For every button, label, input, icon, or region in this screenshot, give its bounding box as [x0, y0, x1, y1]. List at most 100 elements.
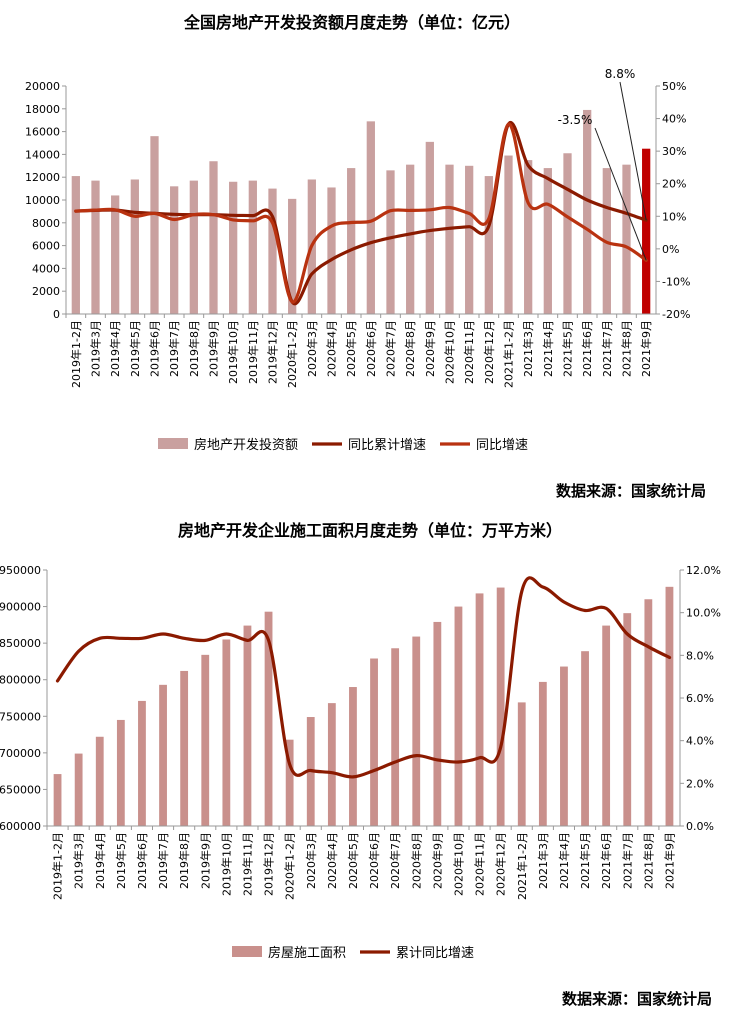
x-tick-label: 2019年4月 — [108, 320, 122, 377]
bar — [288, 198, 297, 314]
bar — [71, 176, 80, 314]
left-tick-label: 2000 — [32, 285, 60, 298]
x-tick-label: 2020年9月 — [423, 320, 437, 377]
bar — [53, 774, 62, 826]
x-tick-label: 2020年9月 — [430, 832, 444, 889]
right-tick-label: 10.0% — [686, 607, 721, 620]
bar — [130, 179, 139, 314]
legend-swatch-bar — [232, 946, 262, 957]
bar — [517, 702, 526, 826]
left-tick-label: 12000 — [25, 171, 60, 184]
x-tick-label: 2021年8月 — [620, 320, 634, 377]
x-tick-label: 2021年5月 — [578, 832, 592, 889]
x-tick-label: 2019年9月 — [198, 832, 212, 889]
x-tick-label: 2019年11月 — [246, 320, 260, 384]
bar — [285, 739, 294, 826]
x-tick-label: 2019年1-2月 — [51, 832, 65, 900]
left-tick-label: 6000 — [32, 240, 60, 253]
x-tick-label: 2021年8月 — [641, 832, 655, 889]
x-tick-label: 2020年8月 — [409, 832, 423, 889]
bar — [170, 186, 179, 314]
bar — [180, 670, 189, 826]
right-tick-label: -10% — [662, 275, 690, 288]
left-tick-label: 18000 — [25, 103, 60, 116]
bar — [433, 621, 442, 826]
left-tick-label: 800000 — [0, 674, 41, 687]
bar — [222, 639, 231, 826]
left-tick-label: 850000 — [0, 637, 41, 650]
x-tick-label: 2019年3月 — [89, 320, 103, 377]
bar — [268, 188, 277, 314]
left-tick-label: 0 — [53, 308, 60, 321]
bar — [386, 170, 395, 314]
x-tick-label: 2019年11月 — [240, 832, 254, 896]
x-tick-label: 2019年8月 — [187, 320, 201, 377]
right-tick-label: 8.0% — [686, 649, 714, 662]
left-tick-label: 14000 — [25, 148, 60, 161]
x-tick-label: 2020年1-2月 — [283, 832, 297, 900]
bar — [642, 148, 651, 314]
bar — [665, 586, 674, 826]
bar — [425, 141, 434, 314]
bar — [327, 703, 336, 826]
x-tick-label: 2021年1-2月 — [515, 832, 529, 900]
bar — [622, 164, 631, 314]
x-tick-label: 2021年6月 — [580, 320, 594, 377]
chart2-source: 数据来源：国家统计局 — [562, 990, 713, 1008]
bar — [248, 180, 257, 314]
x-tick-label: 2020年10月 — [443, 320, 457, 384]
right-tick-label: 30% — [662, 145, 686, 158]
x-tick-label: 2020年6月 — [364, 320, 378, 377]
annotation-leader — [619, 81, 647, 221]
right-tick-label: 0% — [662, 243, 679, 256]
x-tick-label: 2020年12月 — [494, 832, 508, 896]
bar — [538, 681, 547, 826]
construction-area-chart: 房地产开发企业施工面积月度走势（单位：万平方米） 600000 650000 700… — [0, 521, 721, 961]
series-line — [74, 120, 648, 306]
right-tick-label: 4.0% — [686, 735, 714, 748]
x-tick-label: 2019年12月 — [262, 832, 276, 896]
bar — [264, 611, 273, 826]
legend-label: 房屋施工面积 — [268, 945, 346, 961]
right-tick-label: -20% — [662, 308, 690, 321]
x-tick-label: 2019年6月 — [135, 832, 149, 889]
x-tick-label: 2021年4月 — [541, 320, 555, 377]
x-tick-label: 2020年1-2月 — [285, 320, 299, 388]
bar — [496, 587, 505, 826]
bar — [150, 136, 159, 314]
bar — [243, 625, 252, 826]
series-line — [55, 576, 672, 779]
right-tick-label: 0.0% — [686, 820, 714, 833]
bar — [347, 168, 356, 314]
bar — [111, 195, 120, 314]
right-tick-label: 10% — [662, 210, 686, 223]
x-tick-label: 2020年3月 — [305, 320, 319, 377]
bar — [74, 753, 83, 826]
bar — [445, 164, 454, 314]
x-tick-label: 2020年8月 — [403, 320, 417, 377]
bar — [349, 687, 357, 826]
bar — [560, 666, 568, 826]
x-tick-label: 2021年1-2月 — [502, 320, 516, 388]
bar — [95, 736, 104, 826]
right-tick-label: 50% — [662, 80, 686, 93]
chart1-title: 全国房地产开发投资额月度走势（单位：亿元） — [183, 13, 520, 32]
x-tick-label: 2021年9月 — [639, 320, 653, 377]
annotation-leader — [594, 127, 647, 261]
x-tick-label: 2019年4月 — [93, 832, 107, 889]
x-tick-label: 2021年3月 — [536, 832, 550, 889]
bar — [583, 109, 592, 314]
bar — [209, 161, 218, 314]
chart1-source: 数据来源：国家统计局 — [556, 482, 707, 500]
legend-swatch-bar — [158, 438, 188, 449]
bar — [524, 160, 533, 314]
right-tick-label: 20% — [662, 178, 686, 191]
bar — [563, 153, 572, 314]
bar — [116, 719, 125, 826]
x-tick-label: 2019年6月 — [148, 320, 162, 377]
x-tick-label: 2021年5月 — [561, 320, 575, 377]
left-tick-label: 16000 — [25, 126, 60, 139]
right-tick-label: 2.0% — [686, 777, 714, 790]
legend-label: 房地产开发投资额 — [194, 437, 298, 453]
bar — [189, 180, 198, 314]
